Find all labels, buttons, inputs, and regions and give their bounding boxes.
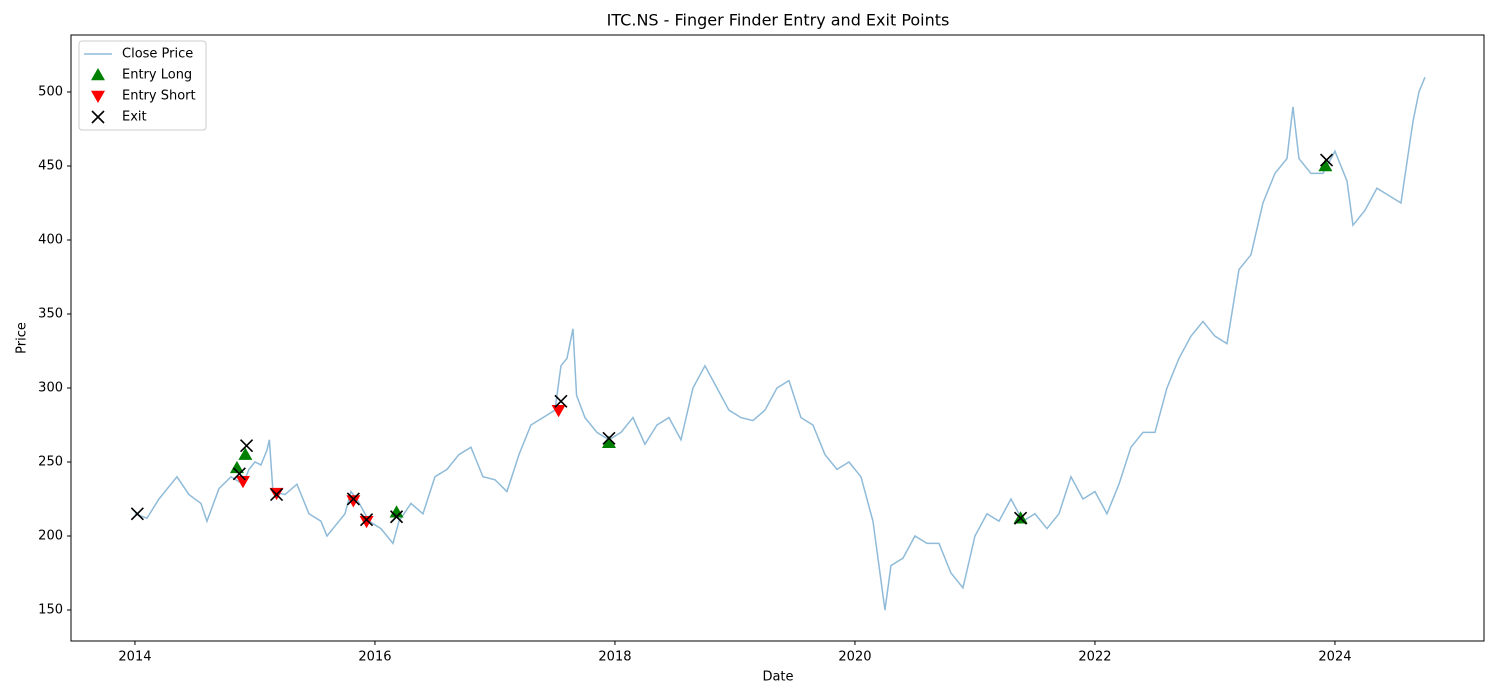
exit-marker [232, 467, 246, 481]
x-tick-label: 2020 [838, 650, 871, 665]
y-tick-label: 150 [38, 602, 63, 617]
x-tick-label: 2016 [358, 650, 391, 665]
exit-marker [1013, 511, 1028, 525]
y-tick-label: 500 [38, 84, 63, 99]
exit-marker [239, 439, 254, 453]
y-tick-label: 300 [38, 380, 63, 395]
legend-label: Entry Short [122, 89, 196, 104]
entry-short-marker [346, 495, 361, 508]
legend-label: Exit [122, 110, 147, 125]
entry-short-marker [235, 475, 250, 489]
chart-title: ITC.NS - Finger Finder Entry and Exit Po… [607, 11, 950, 30]
y-tick-label: 200 [38, 528, 63, 543]
entry-long-marker [601, 435, 616, 448]
entry-long-marker [389, 505, 404, 518]
legend-box [78, 40, 207, 131]
entry-short-marker [359, 515, 374, 529]
y-axis-label: Price [15, 322, 30, 354]
exit-marker [359, 513, 374, 527]
y-tick-label: 250 [38, 454, 63, 469]
exit-marker [1319, 153, 1334, 167]
x-tick-label: 2024 [1318, 650, 1351, 665]
exit-marker [346, 492, 360, 506]
exit-marker [269, 487, 284, 502]
x-axis-label: Date [762, 670, 793, 685]
exit-marker [91, 110, 105, 124]
exit-marker [130, 507, 144, 521]
exit-marker [602, 431, 616, 445]
exit-marker [389, 510, 404, 524]
entry-long-marker [1318, 158, 1333, 172]
legend: Close Price Entry Long Entry Short Exit [78, 40, 207, 131]
exit-marker [554, 394, 568, 408]
entry-long-marker [91, 68, 105, 81]
entry-long-marker [238, 447, 253, 460]
legend-label: Close Price [122, 47, 193, 62]
x-tick-label: 2018 [598, 650, 631, 665]
y-tick-label: 400 [38, 232, 63, 247]
entry-long-marker [229, 460, 244, 474]
plot-frame [70, 34, 1485, 642]
y-tick-label: 450 [38, 158, 63, 173]
y-tick-label: 350 [38, 306, 63, 321]
x-tick-label: 2014 [118, 650, 151, 665]
x-tick-label: 2022 [1078, 650, 1111, 665]
legend-label: Entry Long [122, 68, 192, 83]
close-price-line [134, 76, 1426, 611]
entry-short-marker [551, 404, 566, 418]
entry-short-marker [91, 90, 105, 103]
